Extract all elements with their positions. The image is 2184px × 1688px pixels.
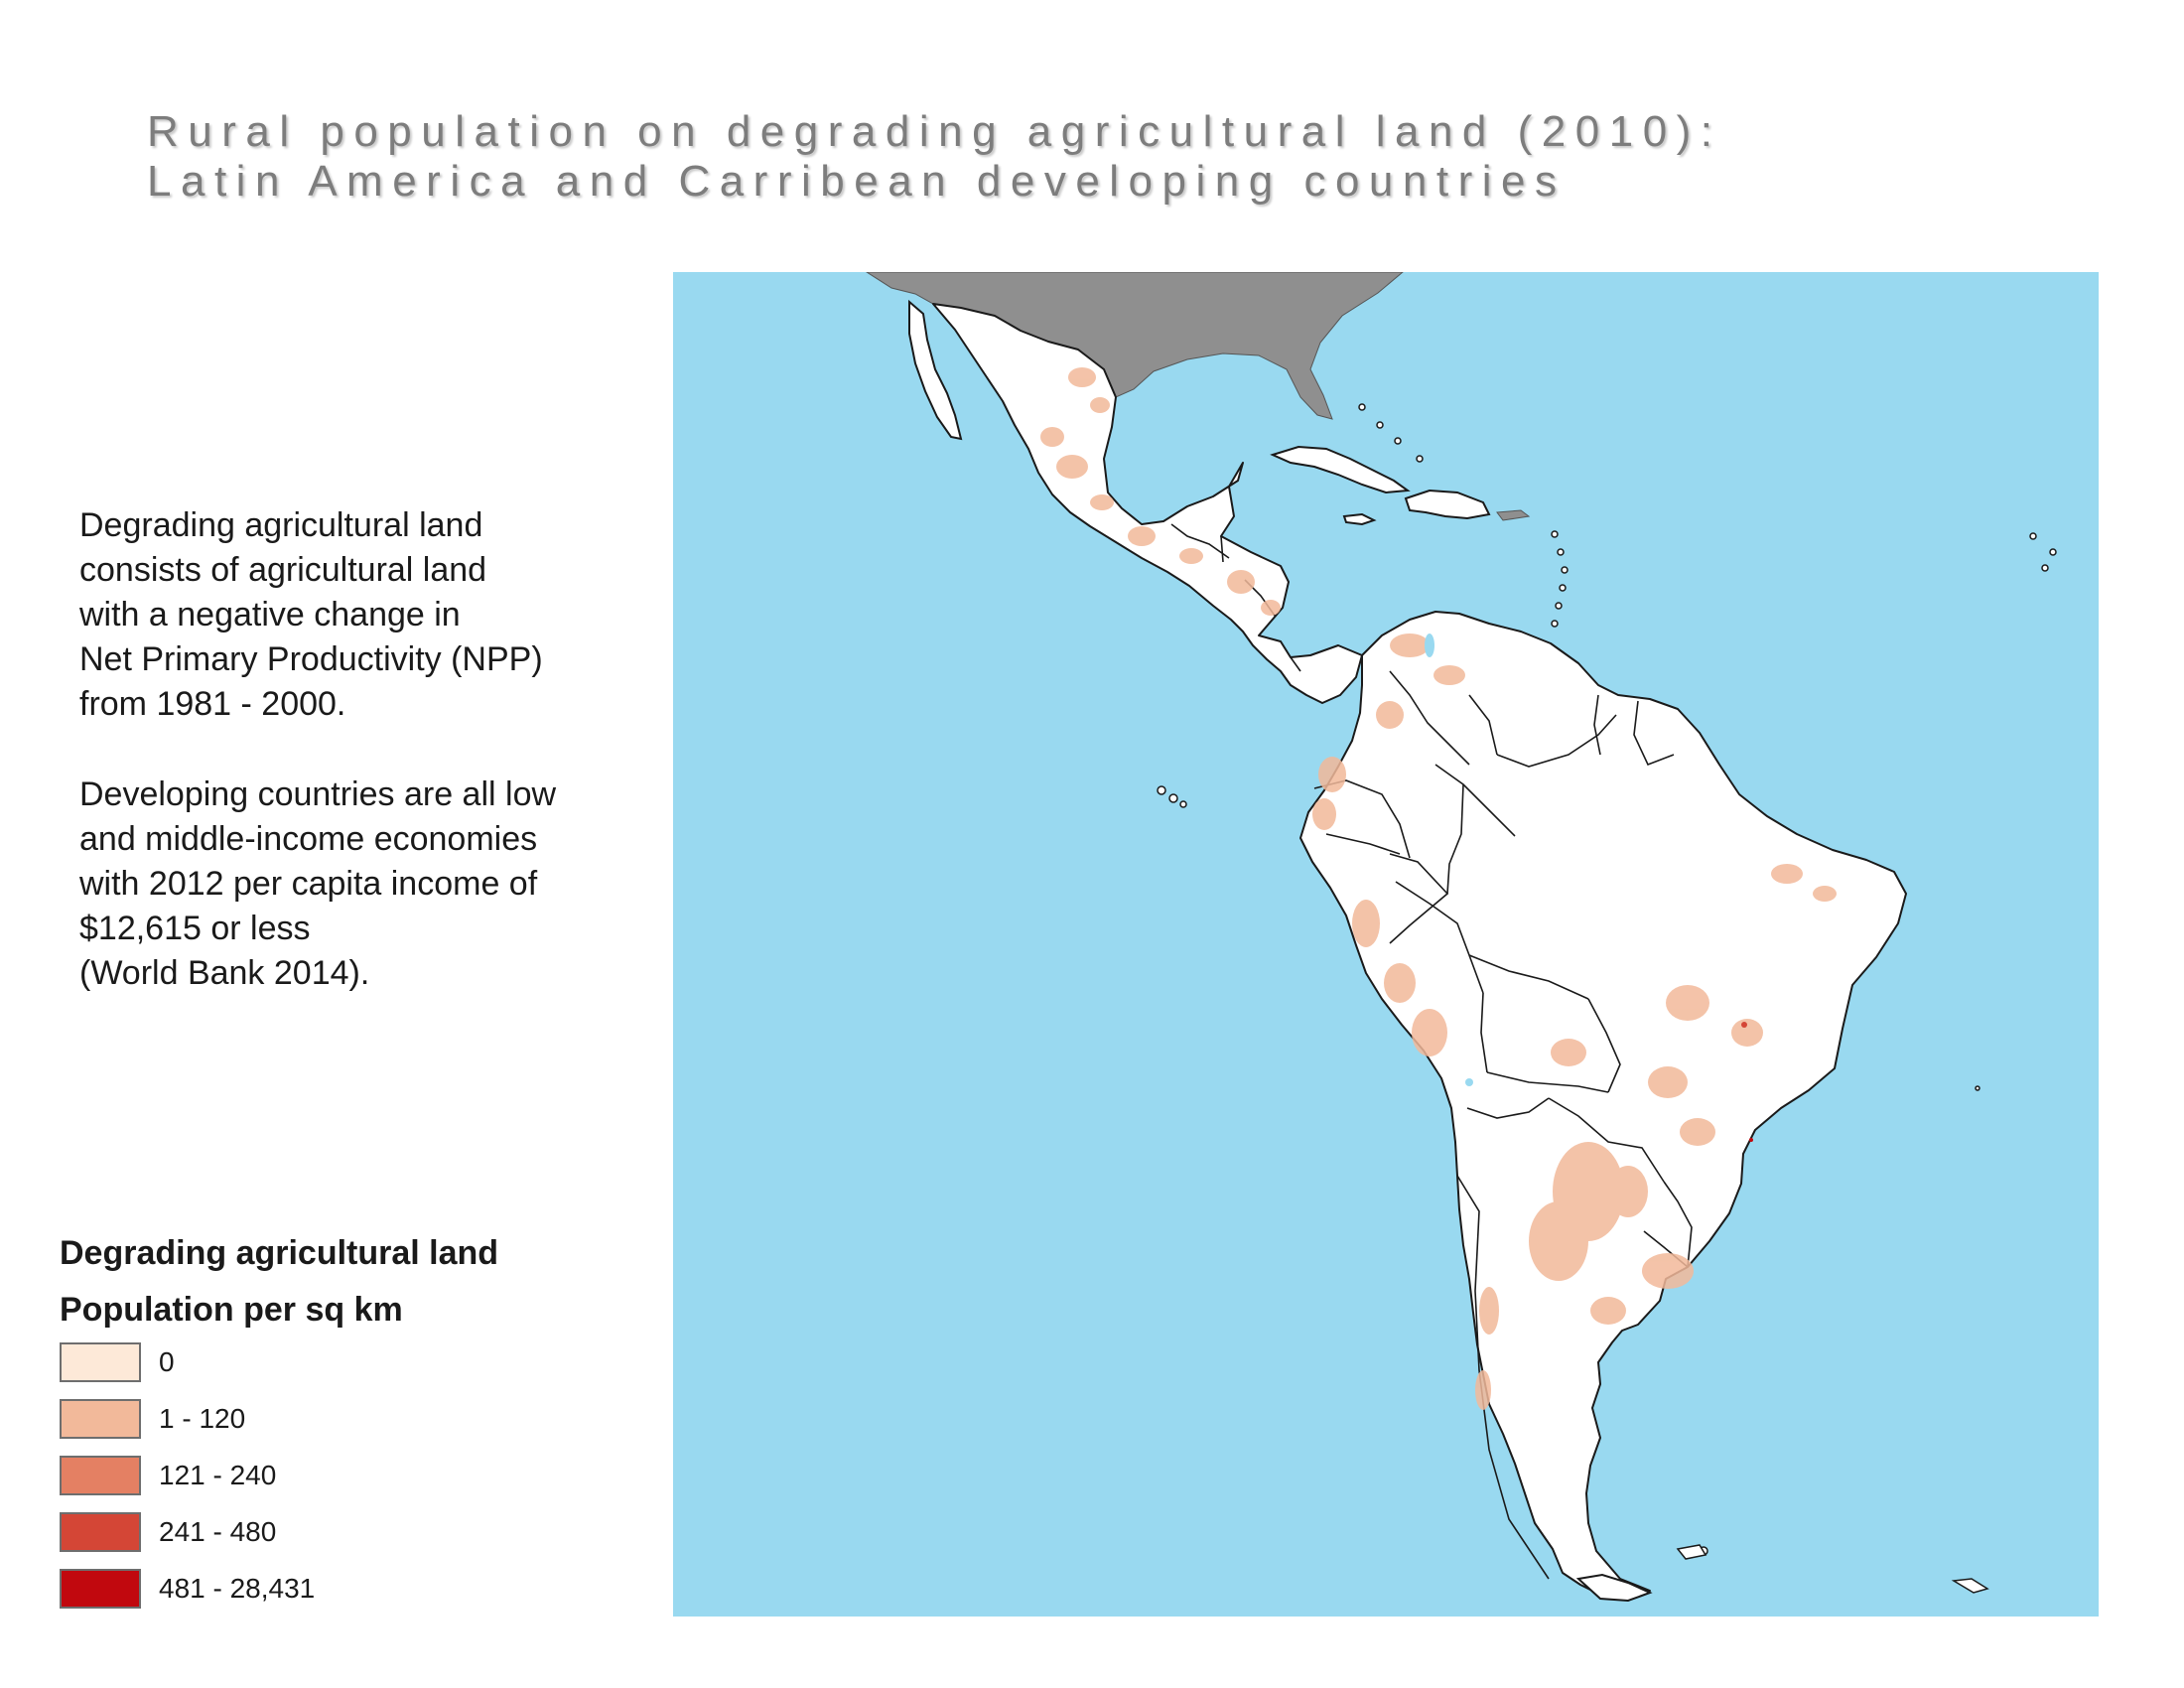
high-density-hotspots (1741, 1022, 1753, 1142)
mexico-central-america (932, 303, 1363, 704)
tierra-del-fuego (1575, 1573, 1653, 1603)
jamaica-island (1342, 512, 1377, 526)
legend-swatch (60, 1399, 141, 1439)
legend-label: 1 - 120 (159, 1403, 246, 1434)
map-title-line-2: Latin America and Carribean developing c… (147, 157, 1567, 206)
legend-swatch (60, 1512, 141, 1552)
definition-line: with 2012 per capita income of (79, 865, 538, 903)
definition-developing-countries: Developing countries are all low and mid… (79, 773, 675, 996)
legend-swatch (60, 1569, 141, 1609)
definition-line: $12,615 or less (79, 910, 311, 947)
galapagos-islands (1157, 785, 1187, 808)
definition-line: Degrading agricultural land (79, 506, 483, 544)
legend-label: 241 - 480 (159, 1516, 277, 1547)
definition-line: (World Bank 2014). (79, 954, 370, 992)
degrading-land-density (1040, 367, 1837, 1410)
puerto-rico-island (1496, 509, 1531, 521)
falkland-islands (1676, 1544, 1707, 1560)
legend-subtitle: Population per sq km (60, 1291, 403, 1329)
definition-line: Net Primary Productivity (NPP) (79, 640, 543, 678)
definition-line: from 1981 - 2000. (79, 685, 346, 723)
legend-label: 0 (159, 1346, 175, 1377)
definition-degrading-land: Degrading agricultural land consists of … (79, 503, 675, 727)
legend-label: 121 - 240 (159, 1460, 277, 1490)
lakes (1425, 633, 1473, 1086)
definition-line: consists of agricultural land (79, 551, 487, 589)
definition-line: and middle-income economies (79, 820, 538, 858)
map-title: Rural population on degrading agricultur… (147, 107, 1722, 207)
definition-line: with a negative change in (79, 596, 461, 633)
legend-swatch (60, 1456, 141, 1495)
legend-title: Degrading agricultural land (60, 1234, 499, 1272)
definition-line: Developing countries are all low (79, 775, 557, 813)
legend-swatch (60, 1342, 141, 1382)
south-georgia (1951, 1578, 1989, 1594)
map-frame (673, 272, 2099, 1617)
map-title-line-1: Rural population on degrading agricultur… (147, 107, 1722, 156)
bahamas (1358, 403, 1424, 463)
baja-california (908, 299, 963, 441)
cuba-island (1270, 445, 1411, 494)
hispaniola-island (1404, 489, 1491, 520)
legend-label: 481 - 28,431 (159, 1573, 316, 1604)
